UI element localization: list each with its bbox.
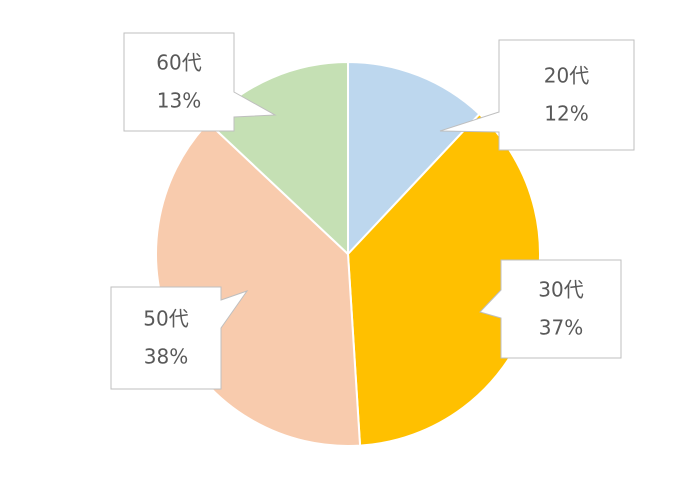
callout-box <box>110 286 249 390</box>
category-label: 50代 <box>143 307 188 331</box>
callout-box <box>439 39 635 151</box>
value-label: 38% <box>144 345 188 369</box>
category-label: 30代 <box>538 278 583 302</box>
value-label: 37% <box>539 316 583 340</box>
pie-slice <box>347 60 481 257</box>
category-label: 20代 <box>544 64 589 88</box>
value-label: 12% <box>544 102 588 126</box>
category-label: 60代 <box>156 51 201 75</box>
callout-box <box>479 259 622 359</box>
value-label: 13% <box>157 89 201 113</box>
callout-box <box>123 32 277 132</box>
